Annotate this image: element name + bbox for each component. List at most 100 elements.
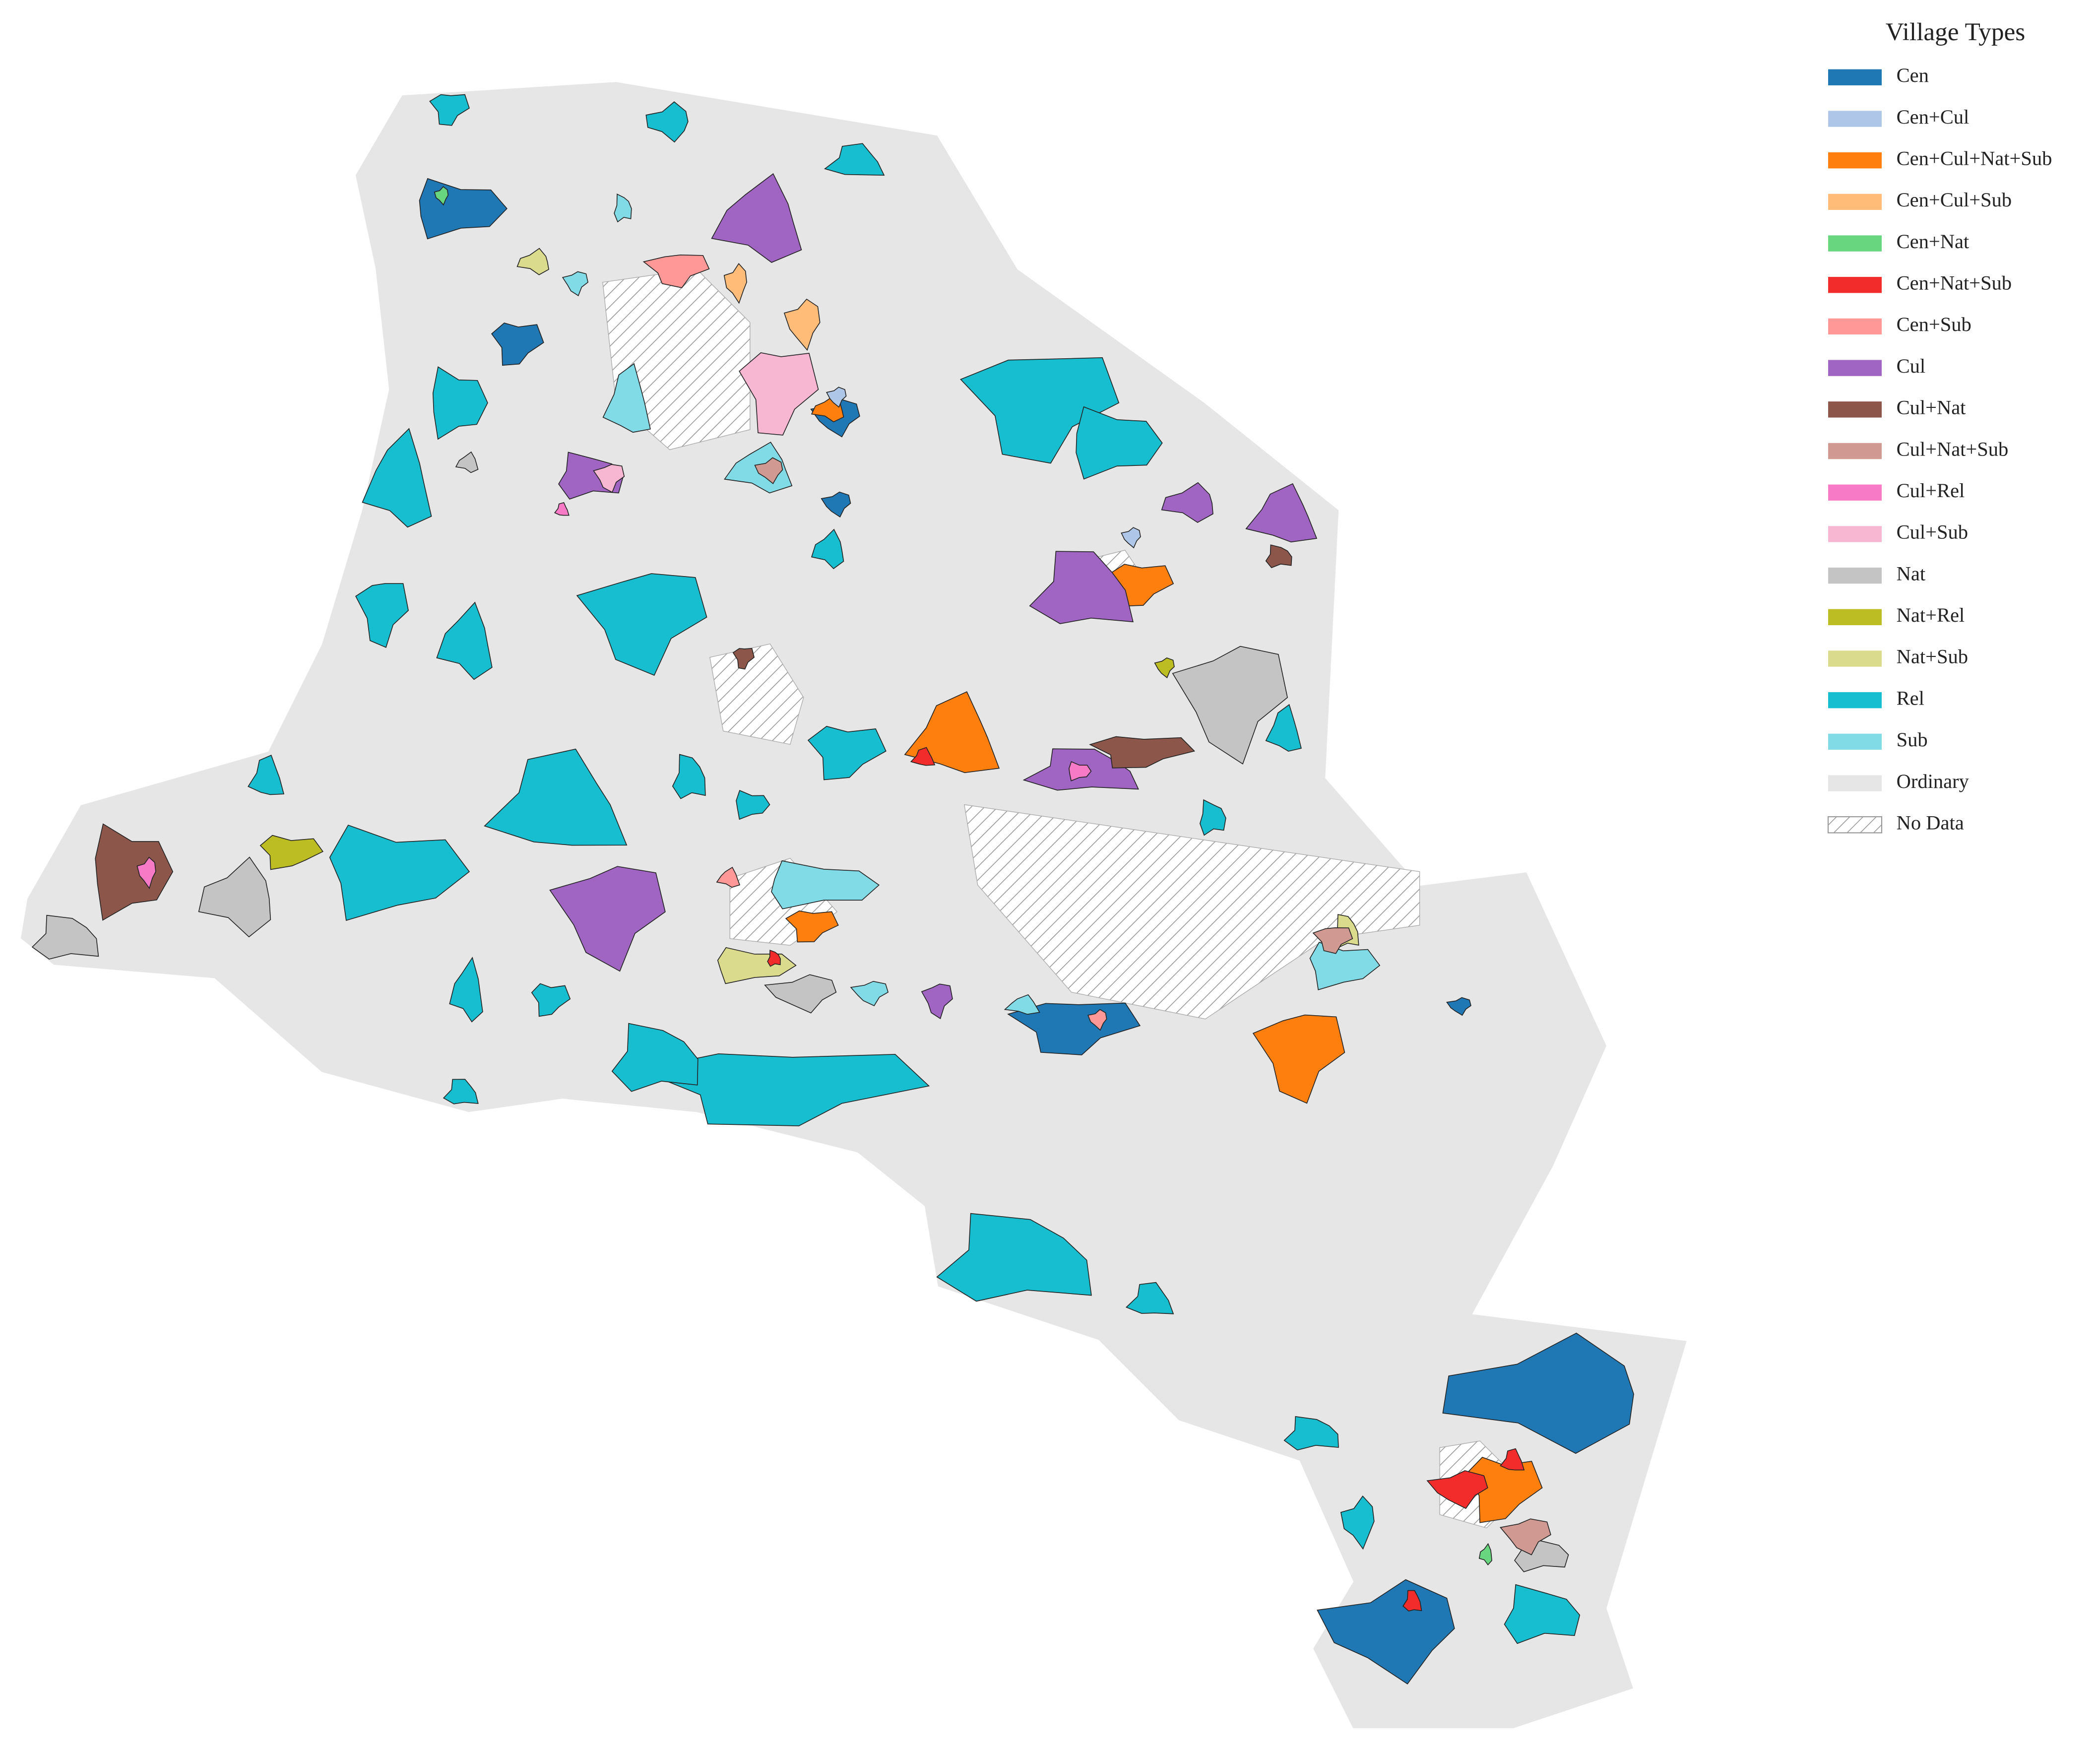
village-area xyxy=(259,835,324,870)
legend-label: Nat+Rel xyxy=(1897,604,1965,626)
village-area xyxy=(960,357,1120,464)
village-area xyxy=(1500,1448,1525,1471)
village-area xyxy=(1076,406,1163,480)
village-area xyxy=(355,583,409,648)
village-area xyxy=(826,387,847,408)
village-area xyxy=(549,866,666,972)
village-area xyxy=(716,866,741,888)
village-area xyxy=(736,790,770,820)
village-area xyxy=(614,193,632,223)
legend-label: Cen+Nat+Sub xyxy=(1897,272,2012,294)
village-area xyxy=(436,601,493,680)
village-area xyxy=(429,94,470,126)
legend-swatch xyxy=(1828,360,1882,376)
no-data-area xyxy=(709,644,804,745)
village-area xyxy=(1245,483,1318,543)
village-area xyxy=(554,502,570,516)
no-data-area xyxy=(963,804,1420,1020)
legend-label: Cen+Cul xyxy=(1897,106,1970,128)
village-area xyxy=(1478,1543,1492,1566)
village-area xyxy=(1087,1009,1107,1031)
legend-swatch xyxy=(1828,235,1882,252)
village-area xyxy=(1089,736,1196,769)
village-area xyxy=(1121,527,1141,549)
village-area xyxy=(432,366,488,440)
village-area xyxy=(764,974,837,1014)
village-area xyxy=(821,491,851,518)
village-area xyxy=(1340,1495,1375,1550)
legend-label: Nat xyxy=(1897,562,1926,585)
legend-label: Cen+Cul+Sub xyxy=(1897,189,2012,211)
village-area xyxy=(1172,646,1288,765)
legend-label: Ordinary xyxy=(1897,770,1970,792)
legend-swatch xyxy=(1828,318,1882,335)
village-area xyxy=(443,1079,479,1104)
village-area xyxy=(783,298,821,351)
legend-swatch xyxy=(1828,152,1882,169)
legend-swatch xyxy=(1828,775,1882,791)
village-area xyxy=(807,725,887,780)
legend-label: Nat+Sub xyxy=(1897,646,1968,668)
village-area xyxy=(1125,1282,1174,1314)
legend-swatch xyxy=(1828,111,1882,127)
legend-label: Cen+Sub xyxy=(1897,313,1972,335)
village-area xyxy=(1504,1584,1581,1644)
village-area xyxy=(1309,941,1381,990)
legend-label: Cen+Nat xyxy=(1897,230,1970,253)
village-area xyxy=(645,101,689,143)
village-area xyxy=(1312,927,1353,954)
village-area xyxy=(449,957,483,1023)
village-area xyxy=(732,648,755,670)
village-area xyxy=(484,748,628,846)
village-area xyxy=(576,573,707,676)
village-area xyxy=(136,856,156,889)
village-area xyxy=(1265,544,1292,569)
village-area xyxy=(1007,1002,1141,1055)
region-outline xyxy=(19,80,1689,1730)
village-area xyxy=(921,983,953,1020)
legend-label: No Data xyxy=(1897,812,1964,834)
village-area xyxy=(910,747,936,766)
legend-swatch xyxy=(1828,401,1882,418)
village-area xyxy=(1029,551,1134,624)
village-areas xyxy=(31,94,1634,1685)
village-area xyxy=(1499,1518,1551,1556)
village-area xyxy=(562,271,589,297)
village-area xyxy=(516,248,549,275)
village-area xyxy=(1446,997,1471,1016)
village-area xyxy=(1004,994,1040,1015)
village-area xyxy=(1154,657,1175,679)
legend-label: Cul xyxy=(1897,355,1925,377)
legend-swatch xyxy=(1828,69,1882,86)
legend-swatch xyxy=(1828,443,1882,459)
village-area xyxy=(434,186,449,206)
legend-swatch xyxy=(1828,567,1882,584)
legend-swatch xyxy=(1828,484,1882,501)
village-area xyxy=(1200,799,1226,836)
village-area xyxy=(198,856,271,938)
legend-swatch xyxy=(1828,692,1882,709)
village-area xyxy=(1283,1416,1339,1451)
village-area xyxy=(455,451,479,473)
legend-title: Village Types xyxy=(1886,18,2026,46)
village-area xyxy=(1426,1470,1488,1509)
legend-label: Cen xyxy=(1897,64,1929,86)
village-area xyxy=(491,323,544,366)
legend-swatch xyxy=(1827,816,1883,834)
village-area xyxy=(771,860,880,909)
village-area xyxy=(362,428,432,528)
village-area xyxy=(739,352,819,436)
legend-label: Cul+Sub xyxy=(1897,521,1968,543)
village-area xyxy=(1161,482,1213,523)
village-area xyxy=(593,464,625,493)
village-area xyxy=(754,457,783,484)
village-area xyxy=(1402,1590,1422,1612)
village-area xyxy=(850,980,889,1006)
village-area xyxy=(936,1213,1092,1302)
village-area xyxy=(723,263,747,304)
legend-label: Cul+Nat xyxy=(1897,396,1967,419)
village-area xyxy=(95,823,174,921)
village-area xyxy=(611,1023,699,1092)
